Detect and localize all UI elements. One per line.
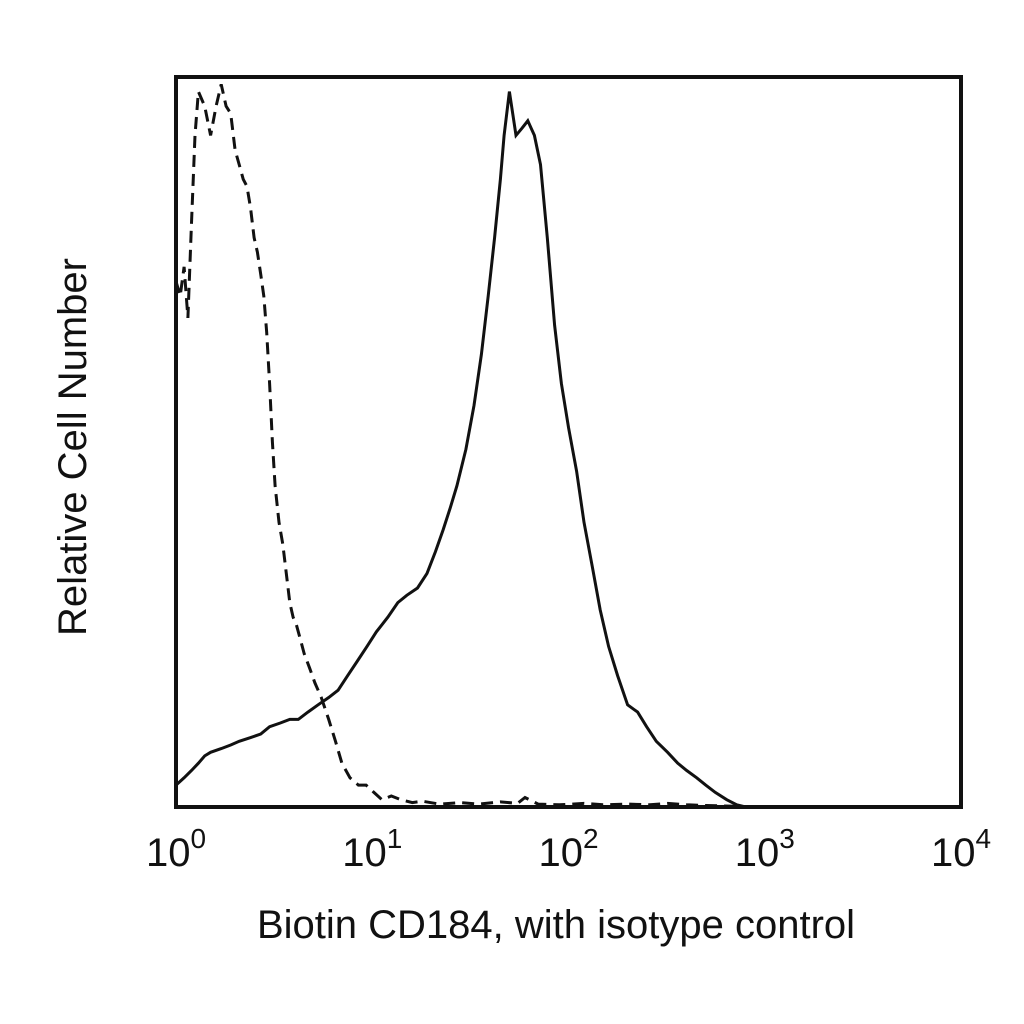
x-tick-exponent: 4: [975, 823, 991, 854]
x-tick-exponent: 1: [387, 823, 403, 854]
x-tick-base: 10: [342, 831, 387, 875]
x-axis-ticks: 100 101 102 103 104: [146, 823, 991, 875]
x-tick-base: 10: [538, 831, 583, 875]
x-tick-label: 104: [931, 823, 991, 875]
cd184-histogram: [176, 91, 961, 807]
x-tick-base: 10: [735, 831, 780, 875]
x-tick-exponent: 2: [583, 823, 599, 854]
x-tick-label: 101: [342, 823, 402, 875]
x-axis-label: Biotin CD184, with isotype control: [257, 903, 855, 947]
plot-frame: [174, 75, 963, 809]
x-tick-base: 10: [931, 831, 976, 875]
x-tick-label: 100: [146, 823, 206, 875]
y-axis-label: Relative Cell Number: [51, 258, 95, 636]
plot-area: [176, 83, 961, 807]
x-tick-base: 10: [146, 831, 191, 875]
isotype-control-histogram: [176, 83, 961, 807]
x-tick-exponent: 3: [779, 823, 795, 854]
x-tick-label: 102: [538, 823, 598, 875]
x-tick-exponent: 0: [190, 823, 206, 854]
x-tick-label: 103: [735, 823, 795, 875]
